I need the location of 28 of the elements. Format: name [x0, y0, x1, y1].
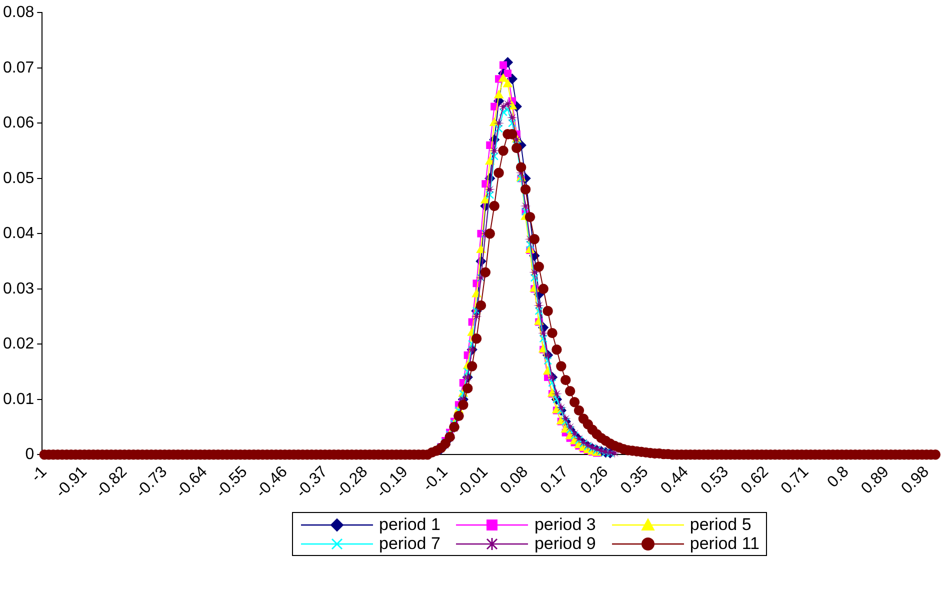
- x-tick-label: 0.17: [538, 463, 572, 498]
- y-tick-label: 0: [25, 446, 34, 464]
- legend-label: period 9: [534, 534, 596, 553]
- y-tick-label: 0.02: [3, 336, 34, 353]
- y-tick-label: 0.05: [3, 170, 34, 187]
- legend-label: period 3: [534, 515, 596, 534]
- x-tick-label: 0.44: [658, 463, 692, 498]
- x-tick-label: 0.26: [578, 463, 612, 498]
- x-tick-label: 0.89: [858, 463, 892, 498]
- x-tick-label: -1: [28, 463, 50, 486]
- y-tick-label: 0.08: [3, 4, 34, 22]
- x-tick-label: 0.35: [618, 463, 652, 498]
- y-tick-label: 0.01: [3, 390, 34, 408]
- y-tick-label: 0.04: [3, 225, 34, 242]
- x-tick-label: 0.71: [778, 463, 812, 498]
- x-tick-label: 0.53: [698, 463, 732, 498]
- y-tick-label: 0.07: [3, 59, 34, 76]
- y-tick-label: 0.03: [3, 280, 34, 298]
- legend-label: period 1: [379, 515, 440, 534]
- legend-label: period 11: [690, 534, 760, 553]
- x-tick-label: 0.8: [824, 463, 852, 492]
- x-tick-label: 0.98: [898, 463, 933, 498]
- x-tick-label: 0.08: [497, 463, 532, 498]
- x-tick-label: -0.1: [420, 463, 452, 495]
- y-tick-label: 0.06: [3, 114, 34, 132]
- x-tick-label: 0.62: [738, 463, 772, 498]
- legend-label: period 5: [690, 515, 752, 534]
- legend-label: period 7: [379, 534, 440, 553]
